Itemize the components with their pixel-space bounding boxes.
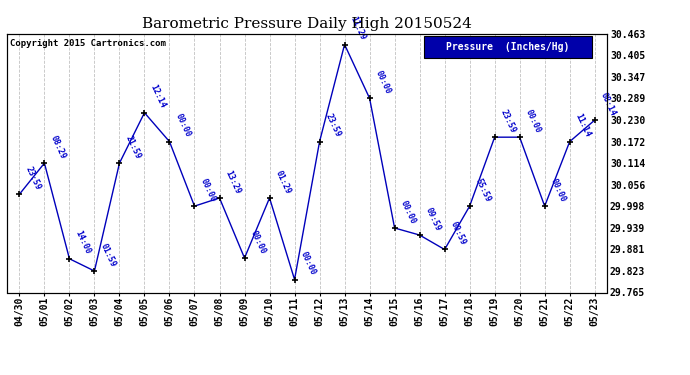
Text: 14:00: 14:00 xyxy=(74,230,92,256)
Text: 00:00: 00:00 xyxy=(199,177,217,203)
Text: 11:14: 11:14 xyxy=(574,112,593,139)
Text: 00:00: 00:00 xyxy=(549,177,568,203)
Text: 11:29: 11:29 xyxy=(348,15,368,42)
Text: 23:59: 23:59 xyxy=(324,112,342,139)
FancyBboxPatch shape xyxy=(424,36,592,58)
Text: 21:59: 21:59 xyxy=(124,134,142,160)
Text: 00:59: 00:59 xyxy=(448,220,468,247)
Text: 00:00: 00:00 xyxy=(248,229,268,255)
Text: 23:59: 23:59 xyxy=(499,108,518,134)
Text: 00:00: 00:00 xyxy=(524,108,542,134)
Text: 12:14: 12:14 xyxy=(148,84,168,110)
Text: Copyright 2015 Cartronics.com: Copyright 2015 Cartronics.com xyxy=(10,39,166,48)
Text: 00:00: 00:00 xyxy=(374,69,393,96)
Text: 00:00: 00:00 xyxy=(174,112,193,139)
Title: Barometric Pressure Daily High 20150524: Barometric Pressure Daily High 20150524 xyxy=(142,17,472,31)
Text: 55:59: 55:59 xyxy=(474,177,493,203)
Text: 01:59: 01:59 xyxy=(99,242,117,268)
Text: 00:00: 00:00 xyxy=(399,199,417,225)
Text: 08:14: 08:14 xyxy=(599,91,618,117)
Text: 01:29: 01:29 xyxy=(274,169,293,195)
Text: 09:59: 09:59 xyxy=(424,206,442,232)
Text: 23:59: 23:59 xyxy=(23,165,42,192)
Text: 13:29: 13:29 xyxy=(224,169,242,195)
Text: Pressure  (Inches/Hg): Pressure (Inches/Hg) xyxy=(446,42,570,52)
Text: 08:29: 08:29 xyxy=(48,134,68,160)
Text: 00:00: 00:00 xyxy=(299,250,317,277)
